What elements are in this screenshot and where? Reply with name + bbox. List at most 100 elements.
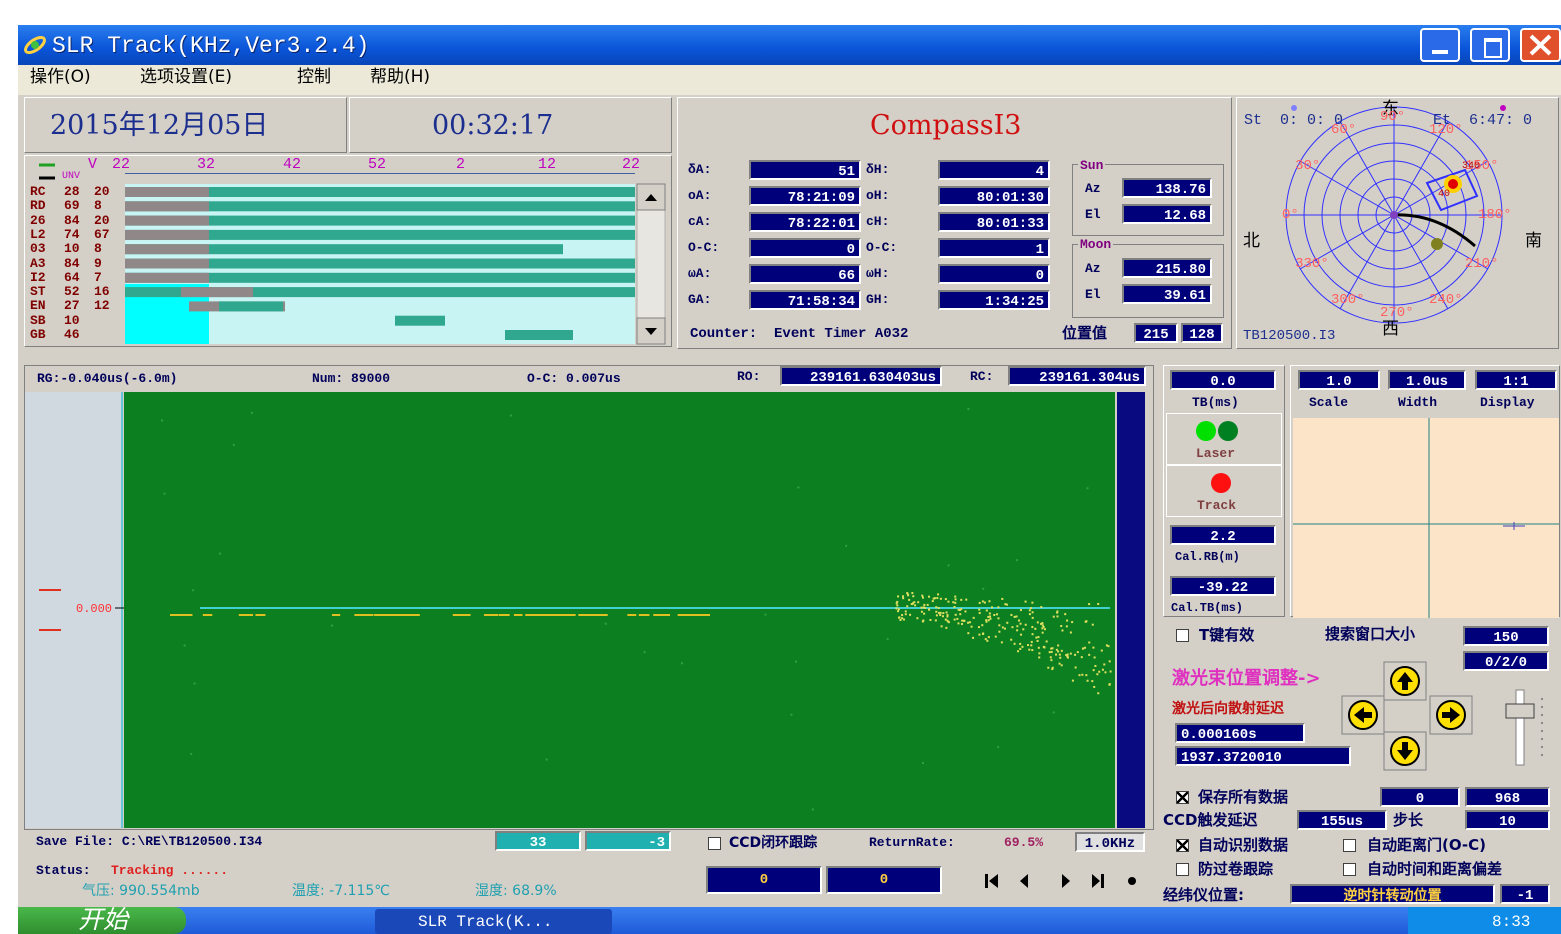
start-button[interactable] <box>18 907 186 934</box>
ro[interactable]: 239161.630403us <box>780 366 942 386</box>
scale[interactable]: 1.0 <box>1298 370 1380 390</box>
return-point <box>922 619 925 622</box>
counters[interactable]: 0 <box>826 866 942 894</box>
task-button[interactable] <box>375 909 612 934</box>
cal-rb[interactable]: 2.2 <box>1170 525 1276 545</box>
return-point <box>1031 626 1034 629</box>
backscatter2[interactable]: 1937.3720010 <box>1175 746 1351 766</box>
return-point <box>232 443 235 446</box>
rc[interactable]: 239161.304us <box>1008 366 1146 386</box>
search2[interactable]: 0/2/0 <box>1463 651 1549 671</box>
rows[interactable]: 80:01:30 <box>938 186 1050 206</box>
position[interactable]: 128 <box>1181 323 1223 343</box>
return-point <box>452 614 471 616</box>
return-point <box>1085 620 1088 623</box>
counts[interactable]: 33 <box>495 831 581 851</box>
cal-tb[interactable]: -39.22 <box>1170 576 1276 596</box>
humidity: 湿度: 68.9% <box>475 883 557 899</box>
return-point <box>933 597 936 600</box>
return-point <box>941 615 944 618</box>
rows[interactable]: 51 <box>749 160 861 180</box>
theodolite[interactable]: 逆时针转动位置 <box>1290 884 1495 904</box>
pass-bar <box>125 258 635 269</box>
save-values[interactable]: 968 <box>1465 787 1550 807</box>
tb[interactable]: 0.0 <box>1170 370 1276 390</box>
restore-button[interactable] <box>1470 28 1510 62</box>
return-point <box>1017 650 1020 653</box>
return-point <box>985 620 988 623</box>
save-all-checkbox[interactable] <box>1176 791 1189 804</box>
time-panel <box>349 97 672 153</box>
rows: 8 <box>94 198 102 214</box>
az[interactable]: 215.80 <box>1122 258 1212 278</box>
playback-controls[interactable] <box>980 868 1145 894</box>
azimuth-labels: 120° <box>1429 122 1463 139</box>
rows[interactable]: 0 <box>749 238 861 258</box>
position[interactable]: 215 <box>1134 323 1178 343</box>
return-point <box>1069 652 1072 655</box>
rows[interactable]: 4 <box>938 160 1050 180</box>
anti-wind-checkbox[interactable] <box>1176 863 1189 876</box>
width[interactable]: 1.0us <box>1388 370 1466 390</box>
return-point <box>921 762 924 765</box>
return-point <box>899 619 902 622</box>
t-key-checkbox[interactable] <box>1176 629 1189 642</box>
rows: GH: <box>866 292 890 307</box>
rows[interactable]: 0 <box>938 264 1050 284</box>
return-point <box>922 596 925 599</box>
az[interactable]: 138.76 <box>1122 178 1212 198</box>
counters[interactable]: 0 <box>706 866 822 894</box>
rows[interactable]: 66 <box>749 264 861 284</box>
ccd-delay[interactable]: 155us <box>1297 810 1387 830</box>
auto-gate-checkbox[interactable] <box>1343 839 1356 852</box>
step[interactable]: 10 <box>1465 810 1550 830</box>
display[interactable]: 1:1 <box>1475 370 1557 390</box>
rows[interactable]: 1 <box>938 238 1050 258</box>
return-point <box>932 597 935 600</box>
return-point <box>985 619 988 622</box>
backscatter[interactable]: 0.000160s <box>1175 723 1305 743</box>
counts[interactable]: -3 <box>585 831 671 851</box>
return-point <box>193 682 196 685</box>
auto-bias-checkbox[interactable] <box>1343 863 1356 876</box>
return-point <box>1085 674 1088 677</box>
return-point <box>1060 649 1063 652</box>
return-point <box>944 618 947 621</box>
return-point <box>998 630 1001 633</box>
step-label: 步长 <box>1393 811 1424 829</box>
pass-bar <box>125 187 209 197</box>
ccd-loop-checkbox[interactable] <box>708 837 721 850</box>
return-point <box>914 604 917 607</box>
pass-bar <box>125 244 563 255</box>
return-point <box>981 600 984 603</box>
return-point <box>1056 611 1059 614</box>
frequency[interactable]: 1.0KHz <box>1075 832 1145 852</box>
el[interactable]: 12.68 <box>1122 204 1212 224</box>
theodolite-value[interactable]: -1 <box>1500 884 1550 904</box>
rows[interactable]: 1:34:25 <box>938 290 1050 310</box>
rows: cH: <box>866 214 890 229</box>
return-point <box>978 633 981 636</box>
pass-timeline <box>39 163 666 345</box>
return-point <box>947 621 950 624</box>
rows[interactable]: 71:58:34 <box>749 290 861 310</box>
auto-gate: 自动距离门(O-C) <box>1367 836 1486 854</box>
rows[interactable]: 80:01:33 <box>938 212 1050 232</box>
el[interactable]: 39.61 <box>1122 284 1212 304</box>
rows[interactable]: 78:21:09 <box>749 186 861 206</box>
rows[interactable]: 78:22:01 <box>749 212 861 232</box>
return-point <box>1051 666 1054 669</box>
return-point <box>1061 629 1064 632</box>
minimize-button[interactable] <box>1420 28 1460 62</box>
return-point <box>374 614 387 616</box>
azimuth-labels: 330° <box>1295 256 1329 272</box>
return-point <box>906 605 909 608</box>
search[interactable]: 150 <box>1463 626 1549 646</box>
close-button[interactable] <box>1520 28 1561 62</box>
return-point <box>696 614 709 616</box>
save-values[interactable]: 0 <box>1380 787 1460 807</box>
hours: 12 <box>538 156 557 173</box>
return-point <box>1001 597 1004 600</box>
auto-detect-checkbox[interactable] <box>1176 839 1189 852</box>
temperature: 温度: -7.115℃ <box>292 883 391 899</box>
